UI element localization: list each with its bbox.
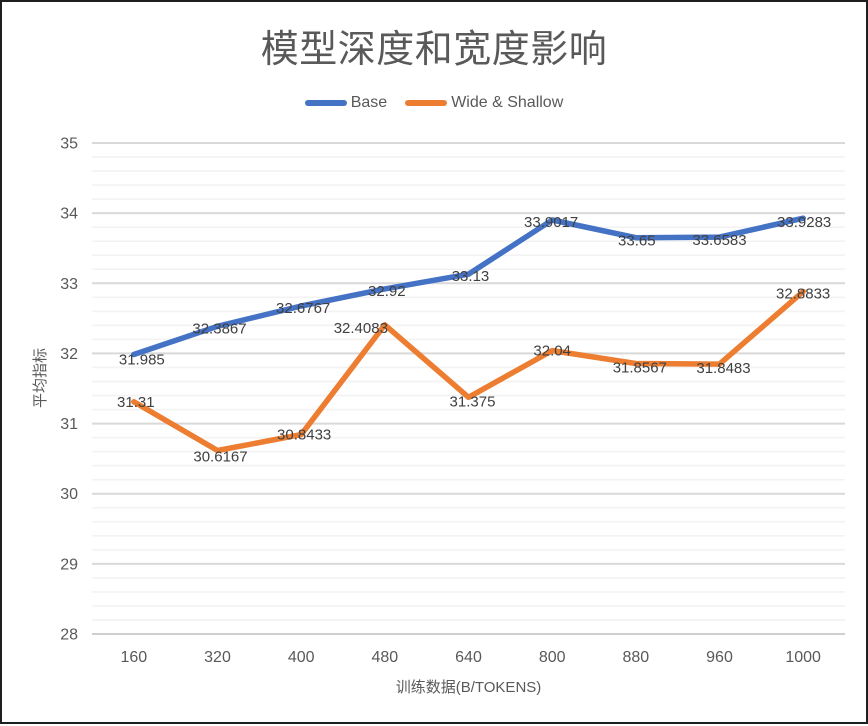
svg-text:30.8433: 30.8433 bbox=[277, 427, 331, 444]
legend-label-wide-shallow: Wide & Shallow bbox=[451, 94, 564, 111]
chart-title: 模型深度和宽度影响 bbox=[260, 29, 608, 71]
svg-text:33.13: 33.13 bbox=[452, 268, 490, 285]
legend-swatch-base bbox=[304, 100, 347, 106]
svg-text:480: 480 bbox=[371, 649, 398, 666]
legend-label-base: Base bbox=[350, 94, 388, 111]
svg-text:32.92: 32.92 bbox=[368, 283, 406, 300]
data-labels-wide-shallow: 31.31 30.6167 30.8433 32.4083 31.375 32.04 31.… bbox=[117, 285, 830, 465]
svg-text:32.04: 32.04 bbox=[533, 343, 571, 360]
x-axis-title: 训练数据(B/TOKENS) bbox=[395, 679, 542, 696]
svg-text:31.8567: 31.8567 bbox=[613, 359, 667, 376]
svg-text:160: 160 bbox=[120, 649, 147, 666]
svg-text:31.375: 31.375 bbox=[450, 393, 496, 410]
legend-swatch-wide-shallow bbox=[405, 100, 448, 106]
svg-text:28: 28 bbox=[60, 627, 78, 644]
svg-text:960: 960 bbox=[706, 649, 733, 666]
data-labels-base: 31.985 32.3867 32.6767 32.92 33.13 33.9017 33.… bbox=[119, 214, 831, 368]
gridlines-major bbox=[92, 142, 845, 565]
legend: Base Wide & Shallow bbox=[2, 93, 866, 113]
svg-text:400: 400 bbox=[288, 649, 315, 666]
svg-text:32: 32 bbox=[60, 346, 78, 363]
svg-text:34: 34 bbox=[60, 206, 78, 223]
svg-text:32.8833: 32.8833 bbox=[776, 285, 830, 302]
y-tick-labels: 35 34 33 32 31 30 29 28 bbox=[60, 136, 78, 644]
svg-text:880: 880 bbox=[622, 649, 649, 666]
svg-text:30.6167: 30.6167 bbox=[193, 448, 247, 465]
svg-text:320: 320 bbox=[204, 649, 231, 666]
series-line-wide-shallow bbox=[131, 288, 806, 454]
svg-text:32.4083: 32.4083 bbox=[334, 320, 388, 337]
legend-item-wide-shallow: Wide & Shallow bbox=[405, 94, 563, 112]
svg-text:33.6583: 33.6583 bbox=[692, 232, 746, 249]
svg-text:35: 35 bbox=[60, 136, 78, 153]
svg-text:31.8483: 31.8483 bbox=[696, 360, 750, 377]
gridlines-minor bbox=[92, 156, 845, 621]
svg-text:800: 800 bbox=[539, 649, 566, 666]
svg-text:33.9283: 33.9283 bbox=[777, 214, 831, 231]
svg-text:31: 31 bbox=[60, 416, 78, 433]
x-tick-labels: 160 320 400 480 640 800 880 960 1000 bbox=[120, 649, 821, 666]
svg-text:640: 640 bbox=[455, 649, 482, 666]
svg-text:29: 29 bbox=[60, 556, 78, 573]
series-line-base bbox=[131, 215, 806, 358]
svg-text:32.3867: 32.3867 bbox=[192, 320, 246, 337]
svg-text:1000: 1000 bbox=[785, 649, 821, 666]
svg-text:33: 33 bbox=[60, 276, 78, 293]
svg-text:32.6767: 32.6767 bbox=[276, 300, 330, 317]
svg-text:31.31: 31.31 bbox=[117, 394, 155, 411]
svg-text:33.9017: 33.9017 bbox=[524, 214, 578, 231]
svg-text:30: 30 bbox=[60, 486, 78, 503]
legend-item-base: Base bbox=[304, 94, 388, 112]
svg-text:31.985: 31.985 bbox=[119, 351, 165, 368]
svg-text:33.65: 33.65 bbox=[618, 233, 656, 250]
